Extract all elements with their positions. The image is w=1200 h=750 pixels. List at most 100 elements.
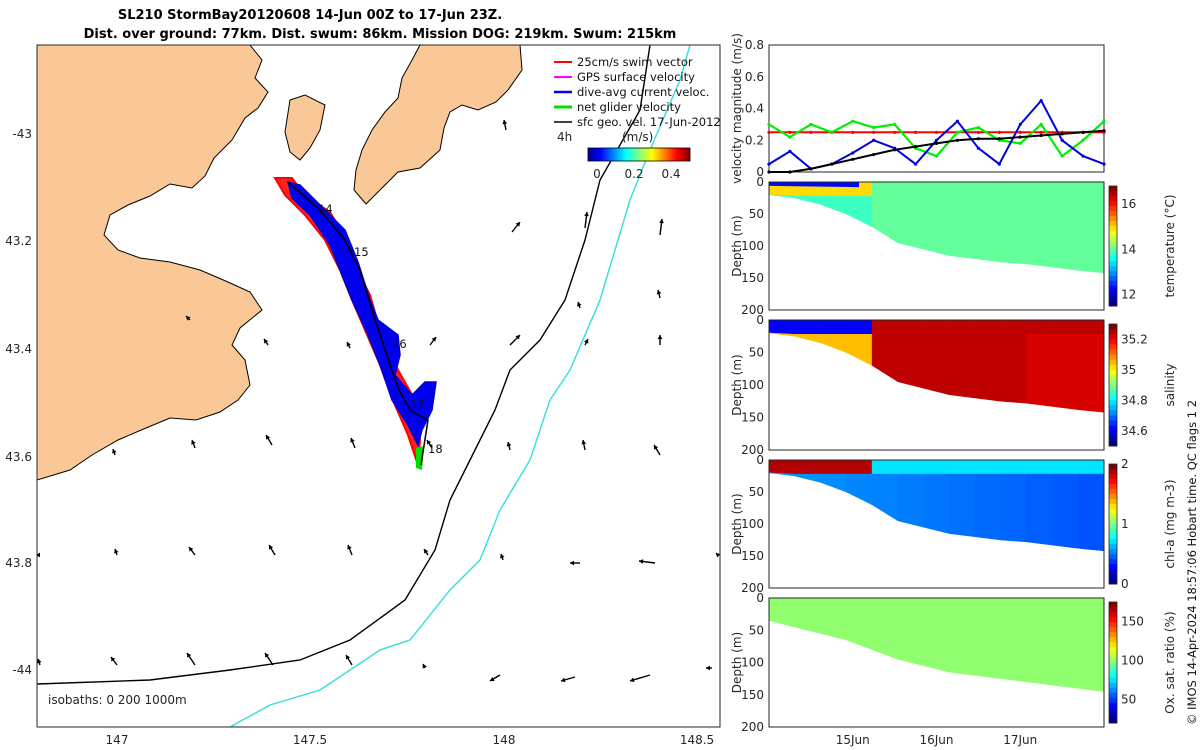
- colorbar-step: [1109, 216, 1117, 222]
- colorbar-step: [1109, 622, 1117, 628]
- velocity-series-point: [1018, 130, 1022, 134]
- section-cell: [949, 334, 976, 399]
- current-vector-arrow: [113, 548, 119, 556]
- section-cell: [949, 459, 976, 475]
- depth-tick-label: 200: [741, 720, 764, 734]
- section-cell: [871, 181, 899, 197]
- current-vector-arrow: [638, 559, 656, 564]
- land-tasman-peninsula: [353, 45, 523, 205]
- lat-tick-label: 43.6: [5, 450, 32, 464]
- colorbar-step: [1109, 559, 1117, 565]
- depth-tick-label: 0: [756, 313, 764, 327]
- colorbar-step: [1109, 519, 1117, 525]
- section-cell: [1000, 195, 1027, 265]
- section-cell: [1077, 334, 1105, 413]
- depth-section-panel-4: 0 50 100 150 200 Depth (m) 50 100 150 Ox. sat. ra…: [730, 591, 1177, 734]
- depth-tick-label: 150: [741, 549, 764, 563]
- colorbar-step: [1109, 504, 1117, 510]
- colorbar-label: chl-a (mg m-3): [1163, 479, 1177, 568]
- lon-tick-label: 147: [106, 733, 129, 747]
- depth-tick-label: 150: [741, 271, 764, 285]
- legend-label-diveavg: dive-avg current veloc.: [577, 85, 710, 99]
- velocity-series-point: [1018, 141, 1022, 146]
- colorbar-frame: [1108, 185, 1118, 307]
- colorbar-tick-label: 0: [1121, 577, 1129, 591]
- colorbar-step: [1109, 221, 1117, 227]
- depth-tick-label: 50: [749, 485, 764, 499]
- velocity-series-point: [955, 130, 960, 134]
- colorbar-step: [1109, 256, 1117, 262]
- section-frame: [768, 459, 1105, 589]
- depth-tick-label: 100: [741, 517, 764, 531]
- section-cell: [897, 319, 924, 335]
- section-cell: [820, 459, 847, 475]
- velocity-series-point: [788, 170, 792, 174]
- velocity-series-point: [1102, 119, 1106, 123]
- velocity-series-point: [1039, 130, 1043, 134]
- section-cell: [1077, 195, 1105, 274]
- colorbar-tick-label: 35.2: [1121, 332, 1148, 346]
- lat-tick-label: 43.2: [5, 234, 32, 248]
- section-cell: [949, 181, 976, 197]
- colorbar-step: [1109, 354, 1117, 361]
- depth-tick-label: 0: [756, 175, 764, 189]
- colorbar-step: [1109, 385, 1117, 391]
- colorbar-step: [1109, 474, 1117, 480]
- velocity-series-point: [1039, 133, 1043, 138]
- colorbar-step: [1109, 667, 1117, 674]
- colorbar-step: [1109, 579, 1117, 585]
- colorbar-step: [1109, 464, 1117, 470]
- velocity-series-point: [809, 167, 813, 171]
- velocity-ytick-label: 0.4: [745, 102, 764, 116]
- track-day-label-15: 15: [354, 245, 369, 259]
- velocity-series-point: [1018, 122, 1022, 126]
- current-vector-arrow: [345, 654, 353, 666]
- colorbar-step: [1109, 435, 1117, 442]
- velocity-series-point: [872, 130, 876, 134]
- colorbar-step: [1109, 226, 1117, 232]
- velocity-series-point: [809, 122, 813, 126]
- isobaths-label: isobaths: 0 200 1000m: [48, 693, 187, 707]
- section-cell: [974, 334, 1002, 402]
- velocity-series-point: [976, 137, 980, 141]
- velocity-series-point: [893, 148, 897, 152]
- depth-section-panel-2: 0 50 100 150 200 Depth (m) 34.6 34.8 35 35.2 salin…: [730, 313, 1177, 457]
- colorbar-step: [1109, 301, 1117, 307]
- depth-tick-label: 50: [749, 346, 764, 360]
- section-cell: [897, 611, 924, 667]
- section-cell: [974, 319, 1002, 335]
- depth-tick-label: 0: [756, 591, 764, 605]
- colorbar-step: [1109, 231, 1117, 237]
- velocity-series-point: [997, 137, 1001, 141]
- colorbar-step: [1109, 374, 1117, 381]
- velocity-series-point: [1039, 98, 1043, 103]
- colorbar-step: [1109, 390, 1117, 396]
- figure-title-line1: SL210 StormBay20120608 14-Jun 00Z to 17-…: [118, 8, 502, 23]
- track-day-label-16: 16: [392, 337, 407, 351]
- colorbar-tick: 0: [593, 167, 601, 181]
- section-cell: [949, 611, 976, 676]
- section-cell: [794, 319, 821, 335]
- section-cell: [1026, 597, 1053, 613]
- velocity-series-point: [851, 157, 855, 161]
- velocity-series-point: [1081, 138, 1085, 142]
- colorbar-step: [1109, 534, 1117, 540]
- colorbar-step: [1109, 379, 1117, 386]
- velocity-series-point: [767, 130, 771, 134]
- velocity-series-point: [955, 138, 960, 142]
- velocity-series-point: [788, 130, 792, 134]
- colorbar-step: [1109, 201, 1117, 207]
- current-vector-arrow: [37, 552, 40, 558]
- colorbar-step: [1109, 271, 1117, 277]
- current-vector-arrow: [423, 548, 429, 556]
- depth-tick-label: 200: [741, 581, 764, 595]
- time-tick-label: 16Jun: [919, 733, 953, 747]
- section-cell: [923, 319, 950, 335]
- colorbar-step: [1109, 420, 1117, 427]
- colorbar-step: [1109, 499, 1117, 505]
- section-cell: [1052, 181, 1079, 197]
- colorbar-step: [1109, 410, 1117, 416]
- velocity-ytick-label: 0.6: [745, 70, 764, 84]
- current-vector-arrow: [350, 437, 356, 449]
